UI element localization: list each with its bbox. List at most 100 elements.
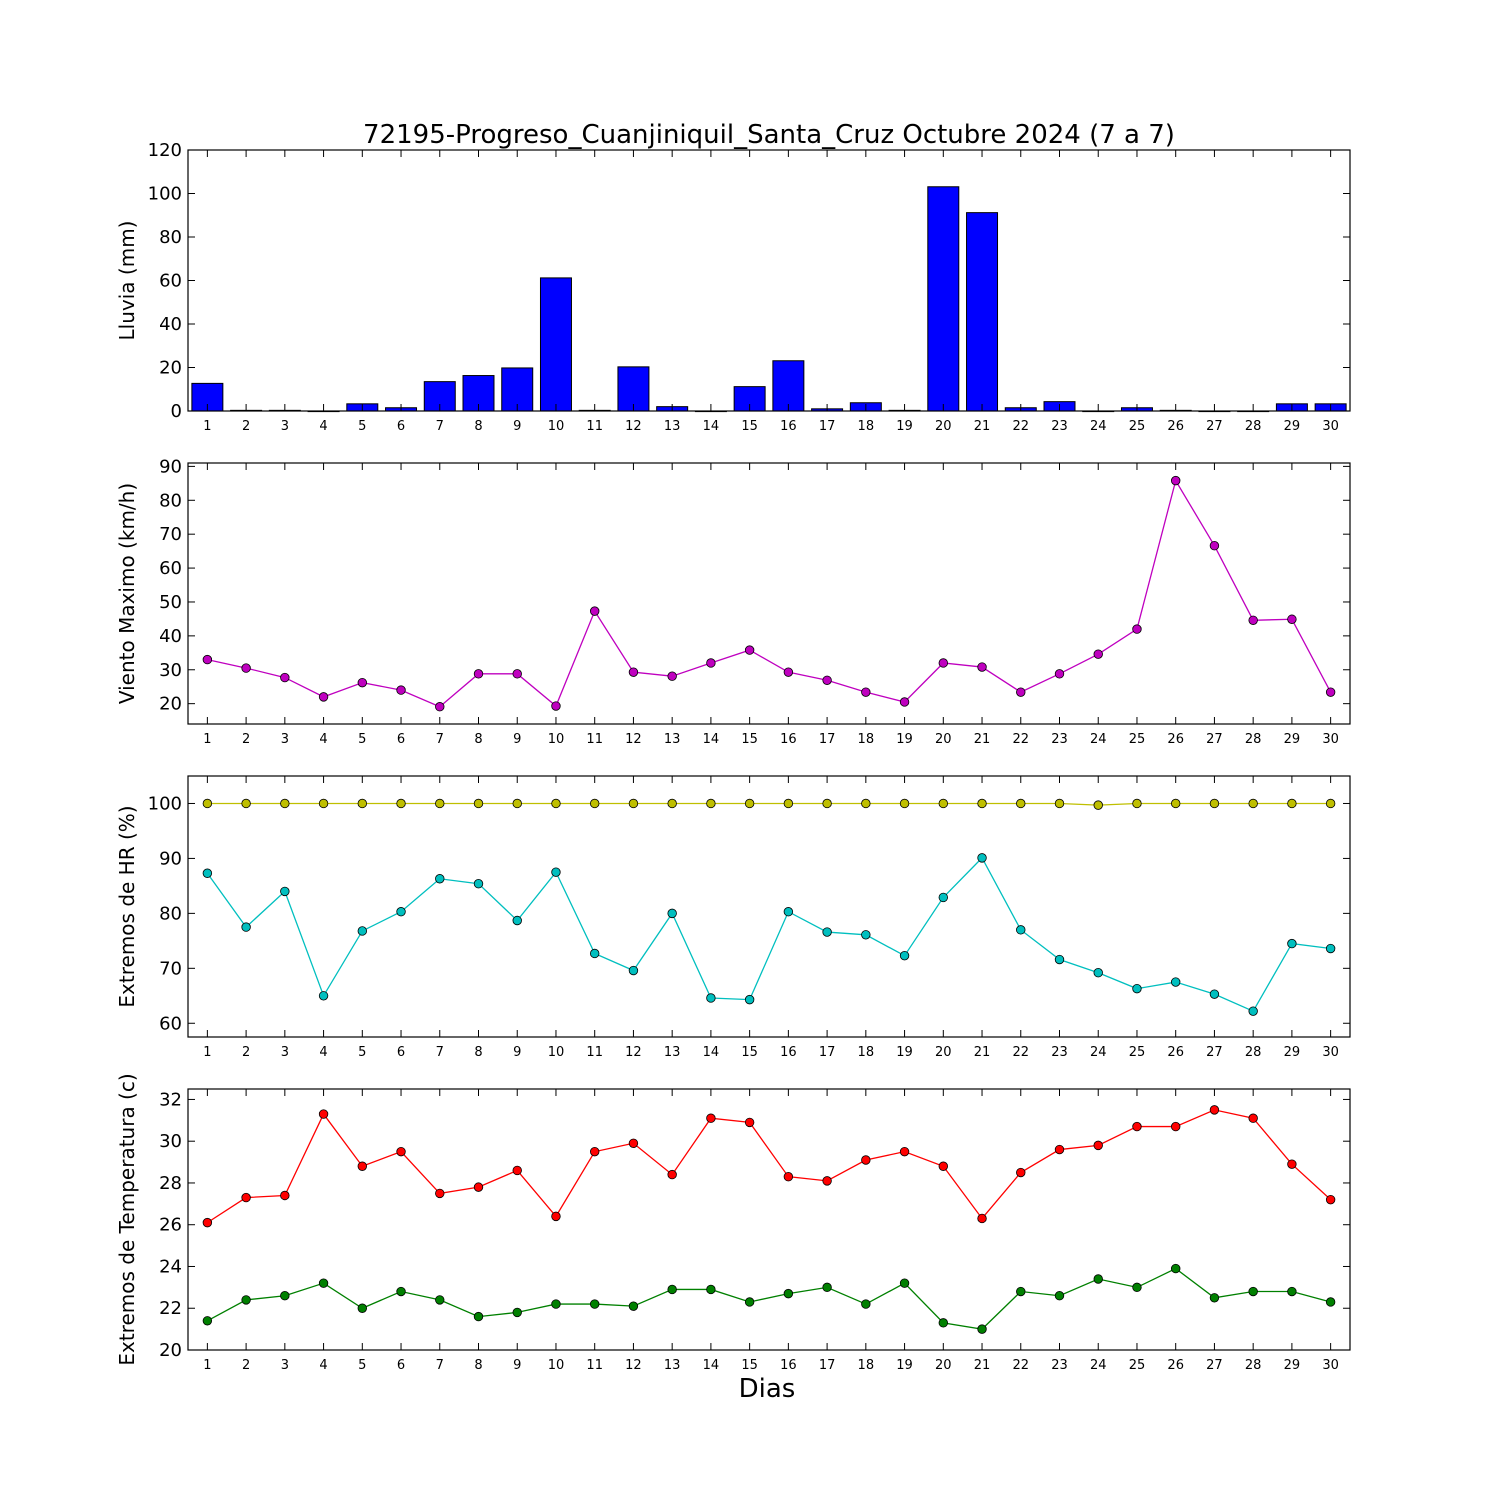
point-series-1-day-21	[977, 1213, 987, 1224]
bar-day-16	[772, 360, 805, 412]
x-tick-label: 24	[1090, 1358, 1107, 1373]
y-tick-label: 100	[148, 184, 182, 205]
point-series-1-day-25	[1132, 798, 1142, 809]
point-series-1-day-9	[512, 669, 522, 679]
point-series-2-day-30	[1325, 943, 1336, 954]
x-tick-label: 15	[741, 419, 758, 434]
point-series-2-day-28	[1248, 1286, 1258, 1297]
point-series-2-day-21	[977, 1324, 987, 1334]
point-series-2-day-14	[706, 993, 716, 1003]
plot-frame	[187, 149, 1351, 412]
point-series-1-day-19	[899, 697, 910, 707]
plot-frame	[187, 775, 1351, 1038]
x-tick-label: 1	[203, 732, 211, 747]
x-tick-label: 17	[819, 1045, 836, 1060]
x-tick-label: 22	[1012, 732, 1029, 747]
point-series-2-day-25	[1132, 1282, 1142, 1293]
x-tick-label: 14	[703, 732, 720, 747]
point-series-1-day-12	[628, 1138, 639, 1148]
point-series-2-day-8	[473, 878, 484, 889]
point-series-1-day-24	[1093, 649, 1103, 659]
point-series-1-day-15	[744, 645, 755, 655]
y-axis-label: Viento Maximo (km/h)	[115, 483, 139, 704]
x-tick-label: 16	[780, 732, 797, 747]
x-tick-label: 7	[436, 419, 444, 434]
x-tick-label: 13	[664, 1358, 681, 1373]
x-tick-label: 26	[1167, 419, 1184, 434]
x-tick-label: 25	[1129, 1045, 1146, 1060]
x-tick-label: 27	[1206, 732, 1223, 747]
x-tick-label: 12	[625, 419, 642, 434]
point-series-1-day-19	[899, 1146, 910, 1157]
series-line-1	[207, 478, 1332, 708]
y-tick-label: 60	[159, 271, 182, 292]
y-tick-label: 60	[159, 1013, 182, 1034]
point-series-2-day-15	[744, 1297, 755, 1307]
x-tick-label: 16	[780, 1358, 797, 1373]
point-series-2-day-4	[318, 991, 329, 1001]
point-series-2-day-30	[1325, 1297, 1336, 1307]
point-series-2-day-29	[1287, 1286, 1297, 1297]
y-tick-label: 22	[159, 1298, 182, 1319]
point-series-1-day-27	[1209, 541, 1220, 551]
point-series-1-day-17	[822, 675, 832, 685]
x-tick-label: 26	[1167, 1045, 1184, 1060]
x-tick-label: 7	[436, 732, 444, 747]
x-tick-label: 2	[242, 419, 250, 434]
x-tick-label: 30	[1322, 419, 1339, 434]
point-series-1-day-13	[667, 798, 677, 809]
x-tick-label: 29	[1284, 419, 1301, 434]
x-tick-label: 28	[1245, 419, 1262, 434]
point-series-1-day-5	[357, 1161, 368, 1171]
x-tick-label: 2	[242, 1045, 250, 1060]
point-series-1-day-24	[1093, 800, 1103, 810]
x-tick-label: 14	[703, 419, 720, 434]
x-tick-label: 4	[319, 1045, 327, 1060]
point-series-1-day-14	[706, 798, 716, 809]
x-tick-label: 22	[1012, 419, 1029, 434]
point-series-1-day-26	[1170, 798, 1181, 809]
point-series-2-day-29	[1287, 938, 1297, 949]
point-series-1-day-10	[551, 798, 561, 809]
point-series-1-day-27	[1209, 1105, 1220, 1115]
point-series-2-day-24	[1093, 968, 1103, 978]
x-tick-label: 20	[935, 1045, 952, 1060]
point-series-1-day-26	[1170, 1121, 1181, 1132]
x-tick-label: 19	[896, 1358, 913, 1373]
y-tick-label: 80	[159, 903, 182, 924]
x-tick-label: 22	[1012, 1358, 1029, 1373]
x-tick-label: 30	[1322, 732, 1339, 747]
x-tick-label: 29	[1284, 1045, 1301, 1060]
point-series-2-day-19	[899, 1278, 910, 1288]
point-series-1-day-30	[1325, 798, 1336, 809]
y-tick-label: 28	[159, 1173, 182, 1194]
series-line-2	[206, 856, 1331, 1013]
point-series-2-day-5	[357, 926, 368, 936]
x-tick-label: 10	[548, 1358, 565, 1373]
y-tick-label: 90	[159, 848, 182, 869]
point-series-2-day-22	[1016, 925, 1026, 935]
x-tick-label: 15	[741, 1358, 758, 1373]
series-line-2	[207, 1267, 1331, 1330]
point-series-1-day-24	[1093, 1140, 1103, 1151]
x-tick-label: 20	[935, 732, 952, 747]
point-series-1-day-18	[861, 798, 871, 809]
point-series-1-day-18	[861, 1155, 871, 1165]
point-series-1-day-8	[473, 798, 484, 809]
x-tick-label: 10	[548, 732, 565, 747]
x-tick-label: 2	[242, 1358, 250, 1373]
x-tick-label: 28	[1245, 732, 1262, 747]
point-series-1-day-18	[861, 687, 871, 697]
point-series-1-day-14	[706, 1113, 716, 1123]
x-tick-label: 28	[1245, 1045, 1262, 1060]
x-tick-label: 5	[358, 419, 366, 434]
point-series-1-day-17	[822, 1176, 832, 1186]
x-tick-label: 23	[1051, 732, 1068, 747]
x-tick-label: 16	[780, 1045, 797, 1060]
point-series-1-day-10	[551, 701, 561, 711]
point-series-1-day-2	[241, 1192, 251, 1203]
x-tick-label: 30	[1322, 1358, 1339, 1373]
point-series-2-day-10	[551, 867, 561, 877]
point-series-1-day-3	[280, 798, 290, 809]
